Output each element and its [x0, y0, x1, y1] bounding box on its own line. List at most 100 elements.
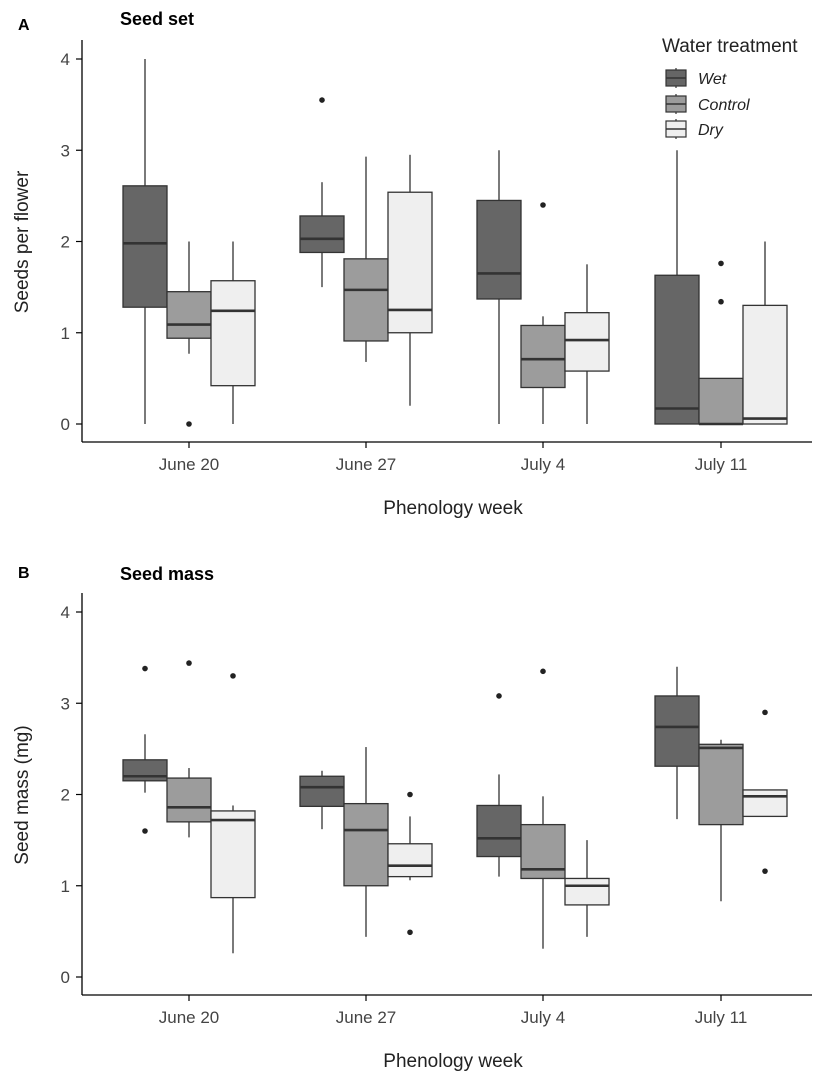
seed-set-y-tick-label: 2 — [61, 233, 70, 252]
outlier-point — [407, 929, 413, 936]
seed-set-box-dry-3 — [564, 264, 610, 424]
outlier-point — [540, 668, 546, 675]
seed-mass-box-control-1 — [166, 660, 212, 838]
seed-mass-box-control-3 — [520, 668, 566, 949]
box — [166, 777, 212, 823]
seed-mass-y-tick-label: 1 — [61, 877, 70, 896]
seed-mass-x-tick-label: June 27 — [336, 1008, 397, 1027]
outlier-point — [142, 828, 148, 834]
panel-a-title: Seed set — [120, 9, 194, 29]
panel-b-letter: B — [18, 565, 30, 582]
box — [698, 377, 744, 425]
seed-set-x-axis-title: Phenology week — [383, 498, 523, 519]
seed-set-box-wet-1 — [122, 59, 168, 424]
outlier-point — [186, 421, 192, 427]
box — [654, 695, 700, 767]
outlier-point — [142, 665, 148, 672]
box — [742, 789, 788, 818]
seed-mass-box-dry-1 — [210, 673, 256, 954]
box — [387, 191, 433, 334]
box — [476, 804, 522, 858]
seed-mass-box-control-4 — [698, 739, 744, 902]
outlier-point — [319, 97, 325, 103]
seed-set-x-tick-label: July 11 — [695, 455, 748, 474]
seed-mass-x-axis-title: Phenology week — [383, 1051, 523, 1072]
outlier-point — [540, 202, 546, 208]
box — [564, 312, 610, 372]
legend-dry-label: Dry — [698, 122, 724, 139]
box — [476, 199, 522, 300]
seed-set-box-control-2 — [343, 156, 389, 362]
seed-mass-y-tick-label: 0 — [61, 968, 70, 987]
box — [343, 258, 389, 342]
outlier-point — [496, 693, 502, 699]
seed-set-y-tick-label: 4 — [61, 50, 70, 69]
seed-mass-x-tick-label: July 4 — [521, 1008, 565, 1027]
box — [210, 810, 256, 899]
outlier-point — [407, 791, 413, 798]
seed-set-box-control-3 — [520, 202, 566, 424]
outlier-point — [718, 298, 724, 305]
seed-mass-y-tick-label: 2 — [61, 786, 70, 805]
box — [698, 743, 744, 826]
box — [742, 304, 788, 425]
seed-set-y-axis-title: Seeds per flower — [12, 170, 33, 313]
box — [122, 185, 168, 308]
seed-mass-y-tick-label: 4 — [61, 603, 70, 622]
plot-seed-mass: 0 1 2 3 4 June 20 June 27 July 4 July 11 Phenolog… — [12, 593, 812, 1072]
seed-set-y-tick-label: 3 — [61, 141, 70, 160]
seed-mass-box-dry-4 — [742, 709, 788, 874]
seed-set-box-control-4 — [698, 260, 744, 426]
box — [210, 280, 256, 387]
seed-set-box-dry-2 — [387, 154, 433, 406]
seed-set-box-wet-3 — [476, 150, 522, 424]
panel-a-letter: A — [18, 17, 30, 34]
seed-set-y-tick-label: 1 — [61, 324, 70, 343]
panel-b-title: Seed mass — [120, 564, 214, 584]
seed-mass-y-axis-title: Seed mass (mg) — [12, 725, 33, 864]
legend: Wet Control Dry — [665, 68, 750, 139]
outlier-point — [230, 673, 236, 679]
legend-item-control: Control — [665, 94, 750, 114]
box — [299, 775, 345, 808]
seed-mass-box-wet-2 — [299, 770, 345, 830]
box — [564, 877, 610, 906]
outlier-point — [762, 868, 768, 874]
legend-control-label: Control — [698, 97, 750, 114]
seed-mass-box-wet-3 — [476, 693, 522, 877]
seed-mass-x-tick-label: July 11 — [695, 1008, 748, 1027]
seed-set-box-wet-2 — [299, 97, 345, 288]
box — [387, 843, 433, 878]
seed-set-box-control-1 — [166, 241, 212, 427]
seed-mass-box-dry-2 — [387, 791, 433, 936]
legend-title: Water treatment — [662, 36, 798, 57]
seed-mass-box-wet-1 — [122, 665, 168, 834]
box — [122, 759, 168, 782]
legend-item-wet: Wet — [665, 68, 727, 88]
legend-item-dry: Dry — [665, 119, 724, 139]
box — [299, 215, 345, 254]
seed-mass-y-tick-label: 3 — [61, 694, 70, 713]
outlier-point — [718, 260, 724, 267]
box — [520, 324, 566, 389]
box — [343, 802, 389, 887]
seed-set-box-wet-4 — [654, 150, 700, 425]
seed-set-box-dry-4 — [742, 241, 788, 425]
seed-set-x-tick-label: July 4 — [521, 455, 565, 474]
seed-set-y-tick-label: 0 — [61, 415, 70, 434]
box — [166, 291, 212, 339]
seed-mass-box-dry-3 — [564, 840, 610, 937]
box — [654, 274, 700, 425]
outlier-point — [762, 709, 768, 716]
legend-wet-label: Wet — [698, 71, 727, 88]
seed-set-x-tick-label: June 27 — [336, 455, 397, 474]
seed-set-x-tick-label: June 20 — [159, 455, 220, 474]
plot-seed-set: 0 1 2 3 4 June 20 June 27 July 4 July 11 Phenolog… — [12, 40, 812, 519]
seed-mass-box-wet-4 — [654, 666, 700, 820]
seed-set-box-dry-1 — [210, 241, 256, 424]
seed-mass-box-control-2 — [343, 747, 389, 937]
seed-mass-x-tick-label: June 20 — [159, 1008, 220, 1027]
outlier-point — [186, 660, 192, 666]
